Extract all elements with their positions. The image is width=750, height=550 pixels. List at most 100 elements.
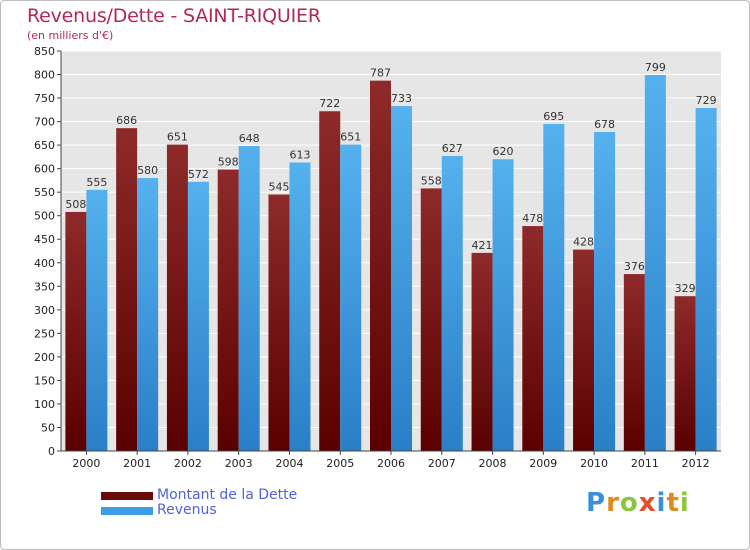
- legend-swatch-revenus: [101, 507, 153, 515]
- chart-title: Revenus/Dette - SAINT-RIQUIER: [27, 5, 321, 27]
- bar-dette: [471, 252, 493, 451]
- y-tick-label: 250: [34, 327, 55, 340]
- value-label-dette: 376: [624, 260, 645, 273]
- bar-revenus: [543, 123, 565, 452]
- value-label-revenus: 799: [645, 61, 666, 74]
- x-tick-label: 2003: [225, 457, 253, 470]
- value-label-dette: 421: [472, 239, 493, 252]
- y-tick-label: 650: [34, 139, 55, 152]
- value-label-revenus: 648: [239, 132, 260, 145]
- value-label-dette: 598: [218, 156, 239, 169]
- y-tick-label: 700: [34, 116, 55, 129]
- bars: [65, 75, 717, 452]
- x-tick-label: 2009: [529, 457, 557, 470]
- bar-revenus: [391, 106, 412, 451]
- x-tick-label: 2011: [631, 457, 659, 470]
- value-label-revenus: 729: [696, 94, 717, 107]
- y-tick-label: 0: [48, 445, 55, 458]
- y-tick-label: 50: [41, 421, 55, 434]
- bar-dette: [674, 296, 696, 451]
- logo-letter: i: [679, 488, 690, 518]
- bar-dette: [522, 226, 544, 451]
- x-tick-label: 2007: [428, 457, 456, 470]
- y-tick-label: 600: [34, 163, 55, 176]
- x-tick-label: 2005: [326, 457, 354, 470]
- x-tick-label: 2004: [275, 457, 303, 470]
- bar-dette: [116, 128, 138, 452]
- y-tick-label: 100: [34, 398, 55, 411]
- value-label-revenus: 620: [493, 145, 514, 158]
- bar-dette: [420, 188, 442, 452]
- bar-dette: [166, 144, 188, 451]
- chart-subtitle: (en milliers d'€): [27, 29, 114, 42]
- y-tick-label: 400: [34, 257, 55, 270]
- value-label-dette: 558: [421, 174, 442, 187]
- logo-letter: P: [586, 488, 607, 518]
- logo-letter: t: [666, 488, 680, 518]
- bar-revenus: [86, 189, 108, 451]
- x-tick-label: 2001: [123, 457, 151, 470]
- y-tick-label: 150: [34, 374, 55, 387]
- value-label-dette: 686: [116, 114, 137, 127]
- legend-label-dette: Montant de la Dette: [157, 487, 298, 503]
- value-label-revenus: 580: [137, 164, 158, 177]
- bar-dette: [65, 211, 87, 451]
- x-tick-label: 2002: [174, 457, 202, 470]
- value-label-revenus: 733: [391, 92, 412, 105]
- bar-revenus: [187, 181, 209, 451]
- bar-dette: [217, 169, 239, 451]
- value-labels: 5085556865806515725986485456137226517877…: [65, 61, 716, 295]
- x-tick-label: 2010: [580, 457, 608, 470]
- y-tick-label: 550: [34, 186, 55, 199]
- x-tick-label: 2006: [377, 457, 405, 470]
- bar-revenus: [594, 131, 616, 452]
- x-tick-label: 2012: [682, 457, 710, 470]
- x-tick-label: 2000: [72, 457, 100, 470]
- y-tick-label: 350: [34, 280, 55, 293]
- logo-letter: i: [656, 488, 667, 518]
- value-label-revenus: 678: [594, 118, 615, 131]
- value-label-dette: 722: [319, 97, 340, 110]
- value-label-dette: 545: [268, 181, 289, 194]
- logo-letter: o: [619, 488, 639, 518]
- value-label-dette: 787: [370, 67, 391, 80]
- bar-revenus: [441, 155, 463, 452]
- value-label-revenus: 572: [188, 168, 209, 181]
- value-label-revenus: 695: [543, 110, 564, 123]
- value-label-dette: 428: [573, 236, 594, 249]
- y-tick-label: 850: [34, 45, 55, 58]
- bar-dette: [623, 274, 645, 451]
- bar-revenus: [289, 162, 311, 451]
- y-tick-label: 500: [34, 210, 55, 223]
- value-label-revenus: 651: [340, 131, 361, 144]
- logo-letter: x: [638, 488, 657, 518]
- proxiti-logo: Proxiti: [586, 488, 690, 518]
- value-label-revenus: 627: [442, 142, 463, 155]
- bar-dette: [370, 80, 391, 451]
- y-tick-label: 300: [34, 304, 55, 317]
- y-axis: 0 50 100 150 200 250 300 350 400 450 500 550 600 650 7…: [34, 45, 62, 458]
- value-label-revenus: 613: [289, 149, 310, 162]
- value-label-dette: 478: [522, 212, 543, 225]
- bar-revenus: [644, 75, 666, 451]
- bar-revenus: [340, 144, 362, 451]
- value-label-revenus: 555: [86, 176, 107, 189]
- bar-revenus: [238, 146, 260, 451]
- bar-dette: [268, 194, 290, 451]
- bar-dette: [319, 111, 341, 451]
- x-axis: 2000 2001 2002 2003 2004 2005 2006 2007 2008 2009…: [61, 450, 721, 470]
- bar-revenus: [492, 159, 514, 451]
- legend-label-revenus: Revenus: [157, 502, 217, 518]
- value-label-dette: 329: [675, 282, 696, 295]
- bar-revenus: [137, 178, 159, 451]
- legend-swatch-dette: [101, 492, 153, 500]
- logo-letter: r: [606, 488, 620, 518]
- bar-revenus: [695, 107, 717, 452]
- y-tick-label: 750: [34, 92, 55, 105]
- y-tick-label: 800: [34, 69, 55, 82]
- y-tick-label: 200: [34, 351, 55, 364]
- x-tick-label: 2008: [479, 457, 507, 470]
- value-label-dette: 508: [65, 198, 86, 211]
